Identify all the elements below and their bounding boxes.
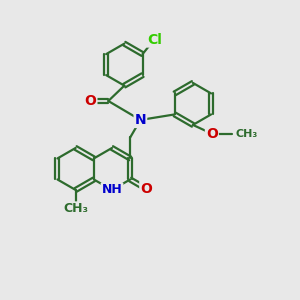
Text: O: O — [140, 182, 152, 196]
Text: Cl: Cl — [147, 32, 162, 46]
Text: CH₃: CH₃ — [63, 202, 88, 215]
Text: O: O — [206, 127, 218, 141]
Text: CH₃: CH₃ — [235, 129, 257, 139]
Text: O: O — [85, 94, 96, 108]
Text: NH: NH — [102, 184, 122, 196]
Text: N: N — [135, 113, 146, 127]
